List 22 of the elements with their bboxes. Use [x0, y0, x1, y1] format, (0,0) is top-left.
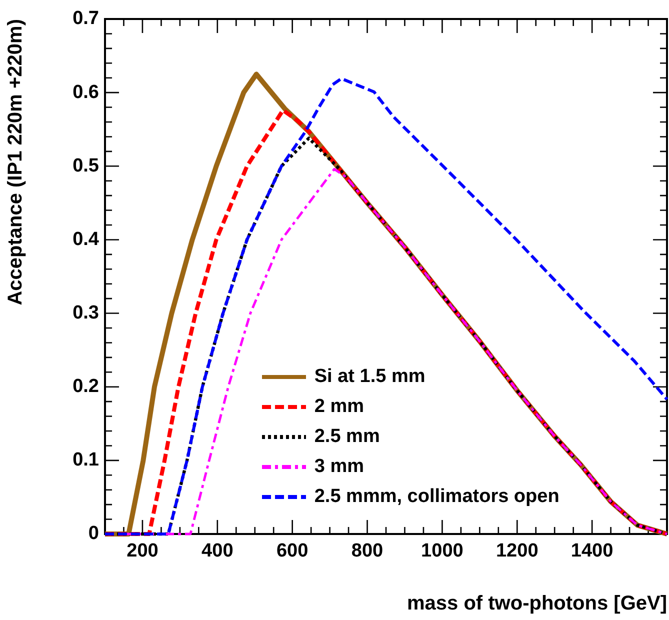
legend-label: 3 mm: [314, 456, 364, 478]
x-tick-label: 1000: [421, 540, 464, 562]
y-tick-label: 0.1: [72, 450, 100, 471]
y-tick-label: 0.4: [72, 228, 100, 250]
x-tick-label: 1200: [496, 540, 538, 562]
x-tick-label: 200: [126, 540, 158, 562]
y-tick-label: 0.7: [72, 8, 99, 30]
legend-label: Si at 1.5 mm: [314, 366, 426, 388]
x-axis-title: mass of two-photons [GeV]: [407, 592, 667, 615]
legend-label: 2.5 mmm, collimators open: [314, 486, 560, 508]
x-tick-label: 1400: [570, 540, 614, 562]
y-tick-label: 0.2: [72, 376, 99, 398]
y-tick-label: 0: [88, 523, 99, 544]
x-tick-label: 400: [202, 540, 234, 562]
y-tick-label: 0.6: [72, 82, 99, 103]
legend-label: 2 mm: [314, 396, 364, 418]
y-tick-label: 0.3: [72, 302, 99, 324]
x-tick-label: 800: [351, 540, 384, 562]
x-tick-label: 600: [276, 540, 308, 562]
y-axis-title: Acceptance (IP1 220m +220m): [4, 19, 27, 306]
legend-label: 2.5 mm: [314, 426, 380, 448]
y-tick-label: 0.5: [72, 155, 100, 176]
